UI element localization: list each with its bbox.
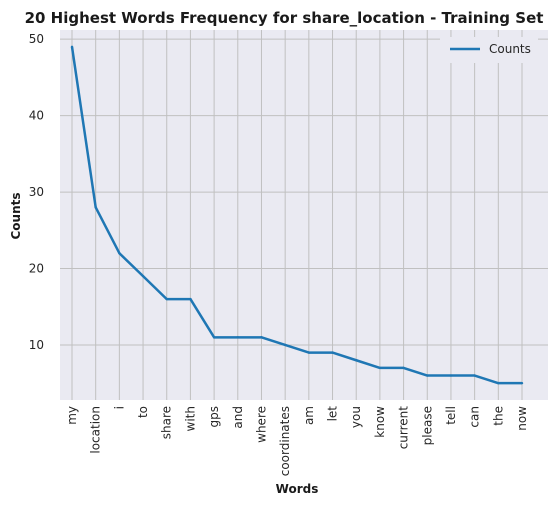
data-point <box>141 274 145 278</box>
data-point <box>473 374 476 377</box>
data-point <box>94 206 97 209</box>
x-tick-label: to <box>136 406 150 418</box>
y-tick-label: 20 <box>29 262 44 276</box>
data-point <box>402 366 405 370</box>
grid-lines <box>60 30 548 400</box>
y-tick-label: 50 <box>29 32 44 46</box>
x-tick-label: and <box>231 406 245 429</box>
data-point <box>260 336 263 339</box>
x-tick-label: gps <box>207 406 221 428</box>
legend: Counts <box>440 37 538 63</box>
x-tick-label: coordinates <box>278 406 292 476</box>
y-tick-label: 30 <box>29 185 44 199</box>
data-point <box>307 351 311 354</box>
y-tick-label: 10 <box>29 338 44 352</box>
x-tick-label: now <box>515 406 529 431</box>
data-point <box>520 381 524 385</box>
data-point <box>378 366 382 370</box>
data-point <box>449 374 453 377</box>
x-tick-label: location <box>89 406 103 454</box>
data-point <box>118 252 121 255</box>
x-tick-label: share <box>160 406 174 439</box>
data-point <box>426 374 429 377</box>
y-tick-label: 40 <box>29 109 44 123</box>
data-point <box>165 297 168 301</box>
x-tick-label: tell <box>444 406 458 425</box>
plot-area <box>60 30 548 400</box>
data-point <box>283 343 287 347</box>
x-tick-label: you <box>349 406 363 428</box>
x-tick-labels: my location i to share with gps and where coordin… <box>65 406 529 477</box>
y-tick-labels: 10 20 30 40 50 <box>29 32 44 352</box>
data-point <box>236 336 239 339</box>
data-point <box>70 45 74 49</box>
x-tick-label: know <box>373 406 387 438</box>
x-tick-label: with <box>183 406 197 431</box>
x-tick-label: the <box>491 406 505 426</box>
legend-label: Counts <box>489 42 531 56</box>
x-tick-label: let <box>326 406 340 422</box>
y-axis-label: Counts <box>9 192 23 239</box>
series-line <box>70 46 522 385</box>
x-tick-label: can <box>468 406 482 428</box>
x-tick-label: am <box>302 406 316 425</box>
data-point <box>331 351 334 354</box>
x-tick-label: current <box>397 406 411 450</box>
chart-title: 20 Highest Words Frequency for share_loc… <box>25 9 544 27</box>
x-axis-label: Words <box>276 482 319 496</box>
x-tick-label: please <box>420 406 434 445</box>
data-point <box>355 359 358 362</box>
data-point <box>497 381 500 385</box>
series-group <box>70 45 524 385</box>
data-point <box>212 336 216 339</box>
x-tick-label: my <box>65 406 79 425</box>
x-tick-label: where <box>254 406 268 443</box>
data-point <box>189 297 192 301</box>
x-tick-label: i <box>112 406 126 409</box>
